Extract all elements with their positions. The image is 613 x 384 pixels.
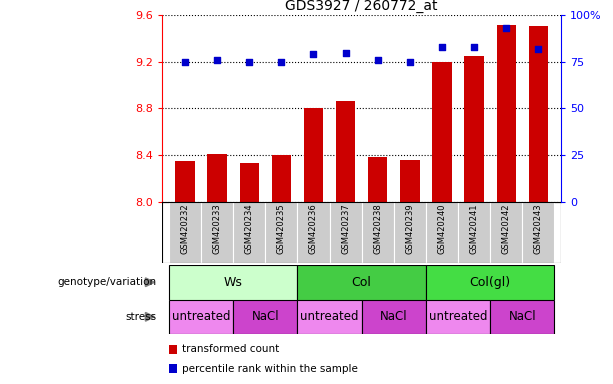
Bar: [169, 265, 297, 300]
Bar: [362, 202, 394, 263]
Bar: [304, 108, 323, 202]
Text: Col(gl): Col(gl): [470, 276, 511, 289]
Bar: [175, 161, 194, 202]
Point: [405, 59, 415, 65]
Bar: [426, 300, 490, 334]
Bar: [297, 202, 330, 263]
Point: [469, 44, 479, 50]
Text: GSM420242: GSM420242: [502, 204, 511, 254]
Bar: [362, 300, 426, 334]
Text: GSM420236: GSM420236: [309, 204, 318, 254]
Text: untreated: untreated: [300, 310, 359, 323]
Bar: [465, 56, 484, 202]
Bar: [265, 202, 297, 263]
Bar: [169, 345, 177, 354]
Bar: [522, 202, 555, 263]
Text: untreated: untreated: [172, 310, 230, 323]
Bar: [169, 202, 201, 263]
Bar: [490, 202, 522, 263]
Point: [437, 44, 447, 50]
Text: Col: Col: [352, 276, 371, 289]
Text: genotype/variation: genotype/variation: [57, 277, 156, 287]
Bar: [490, 300, 555, 334]
Bar: [240, 163, 259, 202]
Text: GSM420233: GSM420233: [213, 204, 221, 254]
Text: GSM420239: GSM420239: [405, 204, 414, 254]
Point: [533, 46, 543, 52]
Bar: [169, 364, 177, 373]
Text: untreated: untreated: [429, 310, 487, 323]
Point: [180, 59, 190, 65]
Bar: [400, 160, 419, 202]
Text: NaCl: NaCl: [380, 310, 408, 323]
Text: GSM420237: GSM420237: [341, 204, 350, 254]
Bar: [297, 265, 426, 300]
Text: stress: stress: [125, 312, 156, 322]
Point: [341, 50, 351, 56]
Text: GSM420243: GSM420243: [534, 204, 543, 254]
Bar: [426, 202, 458, 263]
Bar: [432, 62, 452, 202]
Text: GSM420240: GSM420240: [438, 204, 446, 254]
Bar: [201, 202, 233, 263]
Point: [373, 57, 383, 63]
Text: GSM420241: GSM420241: [470, 204, 479, 254]
Bar: [458, 202, 490, 263]
Bar: [368, 157, 387, 202]
Text: NaCl: NaCl: [509, 310, 536, 323]
Bar: [272, 155, 291, 202]
Text: Ws: Ws: [224, 276, 243, 289]
Bar: [233, 300, 297, 334]
Bar: [394, 202, 426, 263]
Bar: [169, 300, 233, 334]
Text: GSM420235: GSM420235: [277, 204, 286, 254]
Point: [308, 51, 318, 58]
Point: [245, 59, 254, 65]
Bar: [330, 202, 362, 263]
Text: transformed count: transformed count: [182, 344, 280, 354]
Point: [212, 57, 222, 63]
Bar: [497, 25, 516, 202]
Text: GSM420234: GSM420234: [245, 204, 254, 254]
Bar: [233, 202, 265, 263]
Text: NaCl: NaCl: [251, 310, 279, 323]
Text: GSM420238: GSM420238: [373, 204, 383, 254]
Title: GDS3927 / 260772_at: GDS3927 / 260772_at: [286, 0, 438, 13]
Text: GSM420232: GSM420232: [180, 204, 189, 254]
Text: percentile rank within the sample: percentile rank within the sample: [182, 364, 358, 374]
Point: [501, 25, 511, 31]
Bar: [336, 101, 356, 202]
Bar: [297, 300, 362, 334]
Bar: [207, 154, 227, 202]
Bar: [426, 265, 555, 300]
Point: [276, 59, 286, 65]
Bar: [529, 26, 548, 202]
